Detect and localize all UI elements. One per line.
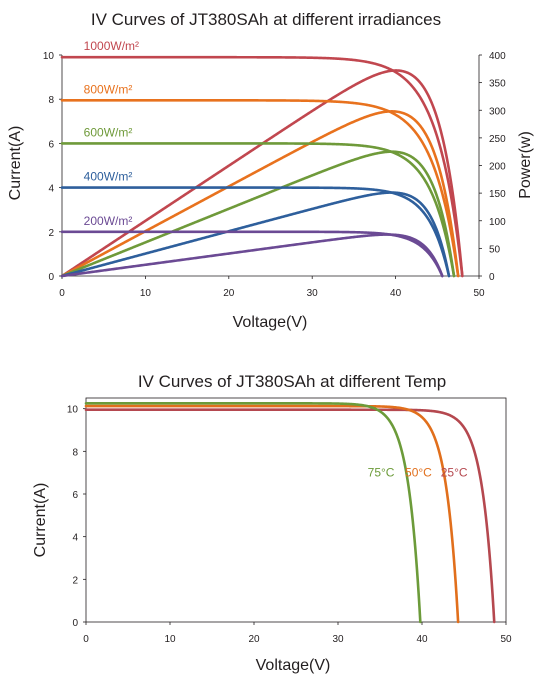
chart1-title: IV Curves of JT380SAh at different irrad… bbox=[91, 10, 441, 29]
chart1-xtick-label: 50 bbox=[473, 288, 485, 299]
chart1-y2tick-label: 400 bbox=[489, 51, 506, 62]
chart2-xtick-label: 50 bbox=[500, 634, 512, 645]
chart1-ytick-label: 0 bbox=[48, 272, 54, 283]
temp-label-1: 50°C bbox=[405, 466, 432, 480]
chart2-frame bbox=[85, 397, 507, 623]
chart1-series-labels: 1000W/m² 800W/m² 600W/m² 400W/m² 200W/m² bbox=[84, 39, 139, 228]
series-label-1: 800W/m² bbox=[84, 82, 133, 96]
chart2-ytick-label: 8 bbox=[72, 447, 78, 458]
chart2-ylabel: Current(A) bbox=[32, 483, 49, 558]
chart1-ytick-label: 6 bbox=[48, 139, 54, 150]
temp-iv-curve-2 bbox=[84, 402, 422, 624]
iv-curve-0 bbox=[60, 55, 464, 278]
series-label-0: 1000W/m² bbox=[84, 39, 139, 53]
chart1-xtick-label: 30 bbox=[307, 288, 319, 299]
chart2-xtick-label: 40 bbox=[416, 634, 428, 645]
chart2-title: IV Curves of JT380SAh at different Temp bbox=[138, 372, 446, 391]
chart1-y2tick-label: 200 bbox=[489, 162, 506, 173]
chart1-ytick-label: 10 bbox=[43, 51, 55, 62]
chart2-xtick-label: 10 bbox=[164, 634, 176, 645]
chart2-ytick-label: 2 bbox=[72, 575, 78, 586]
chart1-iv-curves bbox=[60, 55, 464, 278]
chart2-xtick-label: 30 bbox=[332, 634, 344, 645]
temperature-chart: IV Curves of JT380SAh at different Temp … bbox=[32, 372, 512, 674]
power-curve-3 bbox=[60, 191, 451, 278]
chart1-xtick-label: 10 bbox=[140, 288, 152, 299]
series-label-4: 200W/m² bbox=[84, 214, 133, 228]
chart1-ylabel: Current(A) bbox=[7, 126, 24, 201]
chart1-xtick-label: 40 bbox=[390, 288, 402, 299]
chart1-y2tick-label: 150 bbox=[489, 189, 506, 200]
chart1-xtick-label: 0 bbox=[59, 288, 65, 299]
chart2-ytick-label: 10 bbox=[67, 405, 79, 416]
iv-curve-2 bbox=[60, 142, 456, 278]
chart1-y2tick-label: 0 bbox=[489, 272, 495, 283]
power-curve-1 bbox=[60, 110, 460, 278]
chart2-iv-curves bbox=[84, 402, 496, 624]
chart1-y2label: Power(w) bbox=[517, 131, 534, 199]
chart1-y2tick-label: 100 bbox=[489, 217, 506, 228]
chart2-ytick-label: 6 bbox=[72, 490, 78, 501]
chart2-ytick-label: 0 bbox=[72, 618, 78, 629]
chart2-xlabel: Voltage(V) bbox=[256, 657, 331, 674]
chart2-axes: 0 10 20 30 40 50 0 2 4 6 8 10 bbox=[67, 397, 512, 645]
chart1-ytick-label: 8 bbox=[48, 95, 54, 106]
chart2-xtick-label: 0 bbox=[83, 634, 89, 645]
irradiance-chart: IV Curves of JT380SAh at different irrad… bbox=[7, 10, 534, 331]
iv-curve-4 bbox=[60, 230, 444, 278]
chart1-y2tick-label: 350 bbox=[489, 79, 506, 90]
temp-label-2: 75°C bbox=[368, 466, 395, 480]
series-label-2: 600W/m² bbox=[84, 125, 133, 139]
power-curve-4 bbox=[60, 233, 444, 278]
series-label-3: 400W/m² bbox=[84, 170, 133, 184]
temp-iv-curve-1 bbox=[84, 404, 460, 624]
chart1-y2tick-label: 300 bbox=[489, 106, 506, 117]
chart1-axes: 0 10 20 30 40 5002468100501001502002503003504… bbox=[43, 51, 506, 299]
iv-curve-3 bbox=[60, 186, 451, 278]
chart1-xlabel: Voltage(V) bbox=[233, 314, 308, 331]
temp-iv-curve-0 bbox=[84, 408, 496, 624]
chart1-ytick-label: 2 bbox=[48, 228, 54, 239]
chart2-xtick-label: 20 bbox=[248, 634, 260, 645]
chart1-ytick-label: 4 bbox=[48, 184, 54, 195]
iv-curve-1 bbox=[60, 99, 460, 278]
temp-label-0: 25°C bbox=[441, 466, 468, 480]
chart1-y2tick-label: 50 bbox=[489, 244, 501, 255]
chart2-ytick-label: 4 bbox=[72, 533, 78, 544]
chart1-xtick-label: 20 bbox=[223, 288, 235, 299]
chart2-series-labels: 25°C 50°C 75°C bbox=[368, 466, 468, 480]
chart1-y2tick-label: 250 bbox=[489, 134, 506, 145]
